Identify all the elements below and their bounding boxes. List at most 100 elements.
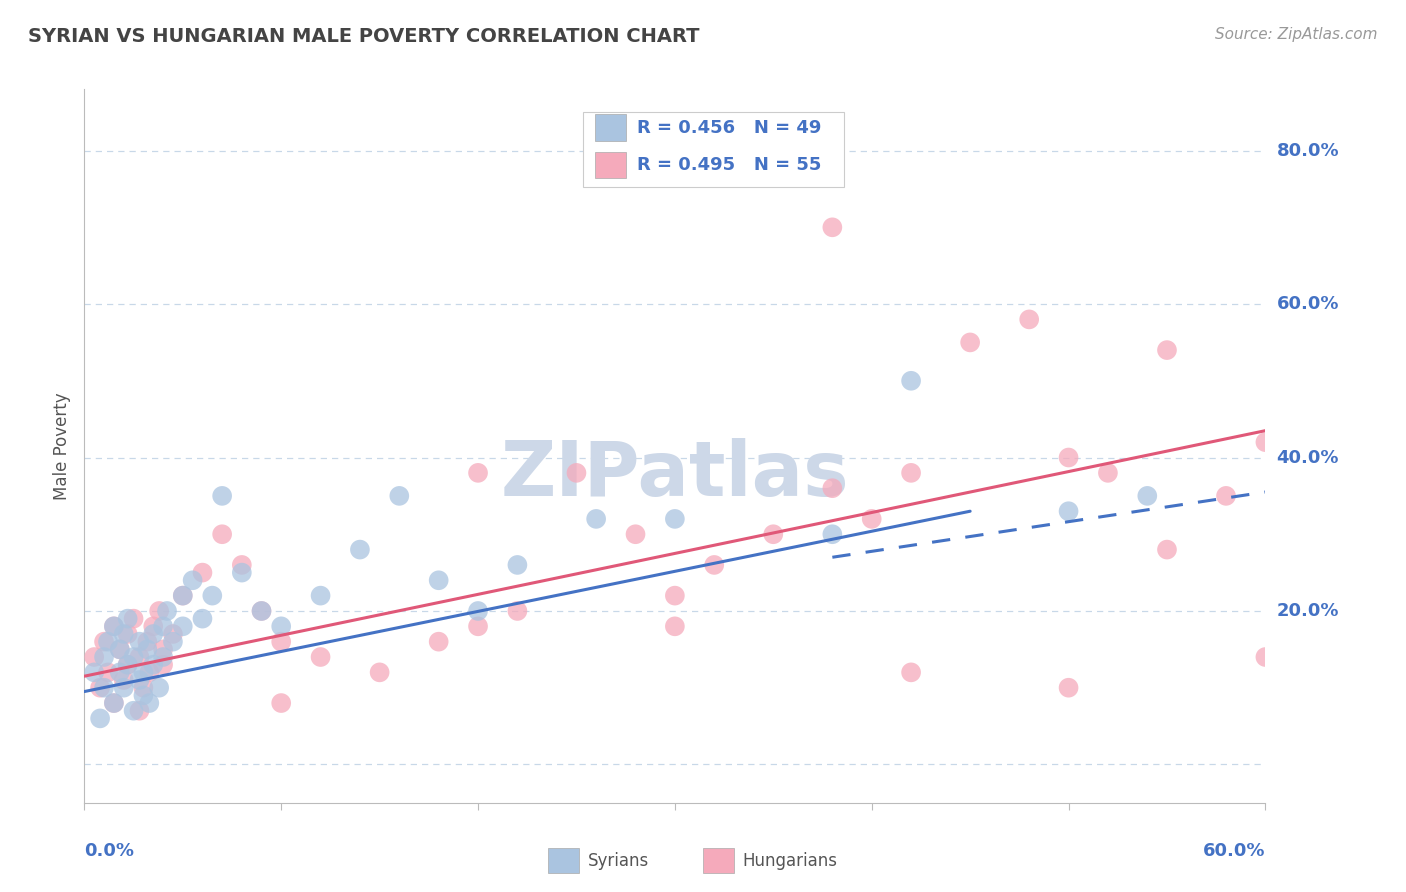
- Point: [664, 589, 686, 603]
- Point: [117, 657, 139, 672]
- Point: [664, 619, 686, 633]
- Point: [231, 558, 253, 572]
- Point: [1156, 343, 1178, 357]
- Point: [172, 589, 194, 603]
- Point: [97, 665, 120, 680]
- Point: [1254, 435, 1277, 450]
- Point: [467, 604, 489, 618]
- Point: [1136, 489, 1159, 503]
- Point: [427, 634, 450, 648]
- Point: [83, 650, 105, 665]
- Point: [156, 604, 179, 618]
- Point: [112, 627, 135, 641]
- Point: [1057, 504, 1080, 518]
- Point: [103, 696, 125, 710]
- Point: [900, 466, 922, 480]
- Point: [122, 612, 145, 626]
- Point: [506, 604, 529, 618]
- Point: [108, 642, 131, 657]
- Point: [93, 634, 115, 648]
- Point: [270, 619, 292, 633]
- Point: [506, 558, 529, 572]
- Point: [132, 689, 155, 703]
- Text: 80.0%: 80.0%: [1277, 142, 1339, 160]
- Text: Hungarians: Hungarians: [742, 852, 838, 870]
- Point: [250, 604, 273, 618]
- Text: 40.0%: 40.0%: [1277, 449, 1339, 467]
- Point: [89, 711, 111, 725]
- Point: [565, 466, 588, 480]
- Point: [1018, 312, 1040, 326]
- Point: [1057, 450, 1080, 465]
- Point: [136, 642, 159, 657]
- Point: [117, 627, 139, 641]
- Point: [349, 542, 371, 557]
- Point: [128, 634, 150, 648]
- Point: [250, 604, 273, 618]
- Point: [703, 558, 725, 572]
- Point: [136, 634, 159, 648]
- Point: [132, 665, 155, 680]
- Point: [112, 681, 135, 695]
- Point: [270, 634, 292, 648]
- Text: 0.0%: 0.0%: [84, 842, 135, 860]
- Point: [467, 619, 489, 633]
- Point: [122, 704, 145, 718]
- Point: [191, 566, 214, 580]
- Text: 60.0%: 60.0%: [1277, 295, 1339, 313]
- Point: [148, 681, 170, 695]
- Text: Source: ZipAtlas.com: Source: ZipAtlas.com: [1215, 27, 1378, 42]
- Point: [128, 704, 150, 718]
- Point: [89, 681, 111, 695]
- Point: [142, 627, 165, 641]
- Point: [860, 512, 883, 526]
- Point: [112, 673, 135, 687]
- Point: [128, 650, 150, 665]
- Point: [162, 627, 184, 641]
- Point: [270, 696, 292, 710]
- Text: 20.0%: 20.0%: [1277, 602, 1339, 620]
- Point: [152, 619, 174, 633]
- Point: [467, 466, 489, 480]
- Point: [162, 634, 184, 648]
- Point: [211, 527, 233, 541]
- Point: [103, 619, 125, 633]
- Point: [108, 642, 131, 657]
- Point: [1254, 650, 1277, 665]
- Point: [152, 650, 174, 665]
- Point: [309, 650, 332, 665]
- Point: [201, 589, 224, 603]
- Point: [762, 527, 785, 541]
- Point: [103, 696, 125, 710]
- Point: [152, 657, 174, 672]
- Point: [93, 681, 115, 695]
- Text: SYRIAN VS HUNGARIAN MALE POVERTY CORRELATION CHART: SYRIAN VS HUNGARIAN MALE POVERTY CORRELA…: [28, 27, 700, 45]
- Point: [211, 489, 233, 503]
- Point: [388, 489, 411, 503]
- Point: [181, 574, 204, 588]
- Point: [664, 512, 686, 526]
- Point: [97, 634, 120, 648]
- Point: [117, 612, 139, 626]
- Point: [103, 619, 125, 633]
- Point: [138, 665, 160, 680]
- Point: [83, 665, 105, 680]
- Text: 60.0%: 60.0%: [1204, 842, 1265, 860]
- Point: [142, 657, 165, 672]
- Point: [900, 665, 922, 680]
- Point: [191, 612, 214, 626]
- Point: [132, 681, 155, 695]
- Point: [172, 619, 194, 633]
- Text: Syrians: Syrians: [588, 852, 650, 870]
- Point: [959, 335, 981, 350]
- Point: [93, 650, 115, 665]
- Point: [821, 527, 844, 541]
- Text: ZIPatlas: ZIPatlas: [501, 438, 849, 511]
- Point: [108, 665, 131, 680]
- Text: R = 0.495   N = 55: R = 0.495 N = 55: [637, 156, 821, 174]
- Text: R = 0.456   N = 49: R = 0.456 N = 49: [637, 119, 821, 136]
- Point: [148, 604, 170, 618]
- Point: [122, 650, 145, 665]
- Point: [1057, 681, 1080, 695]
- Point: [172, 589, 194, 603]
